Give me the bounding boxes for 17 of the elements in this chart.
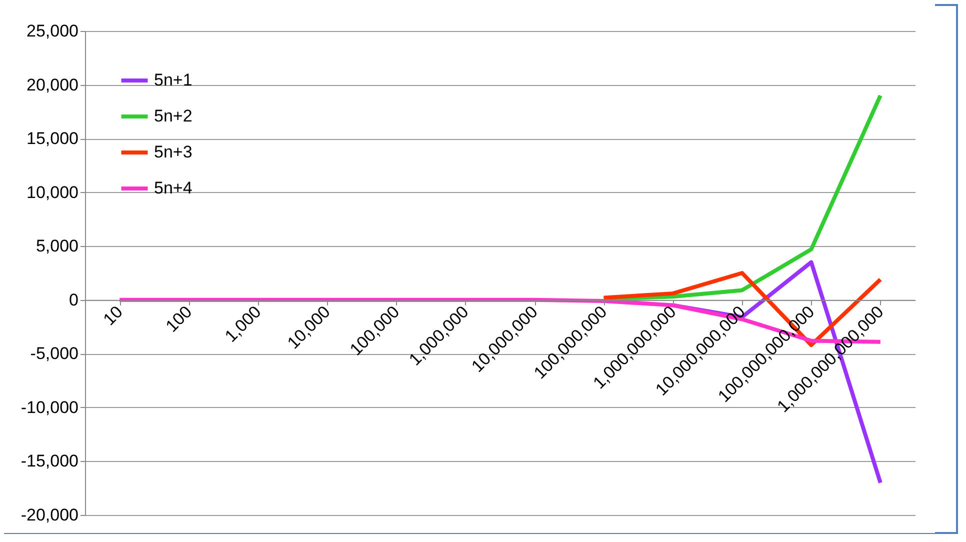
- y-tick-label: -5,000: [30, 344, 78, 364]
- y-tick-label: -15,000: [20, 452, 78, 471]
- y-tick-label: 20,000: [26, 75, 78, 94]
- y-tick-label: 0: [69, 290, 78, 310]
- legend-label: 5n+4: [154, 178, 192, 198]
- y-tick-label: 10,000: [26, 182, 78, 202]
- y-tick-label: 5,000: [36, 236, 78, 256]
- legend-label: 5n+1: [154, 70, 192, 90]
- line-series: [602, 94, 882, 301]
- legend-label: 5n+3: [154, 142, 192, 162]
- y-tick-label: -20,000: [20, 506, 78, 524]
- y-tick-label: 15,000: [26, 129, 78, 148]
- y-tick-label: -10,000: [20, 398, 78, 417]
- x-tick-label: 100: [162, 302, 196, 336]
- x-tick-label: 10: [100, 302, 126, 330]
- legend-label: 5n+2: [154, 106, 192, 126]
- y-tick-label: 25,000: [26, 22, 78, 40]
